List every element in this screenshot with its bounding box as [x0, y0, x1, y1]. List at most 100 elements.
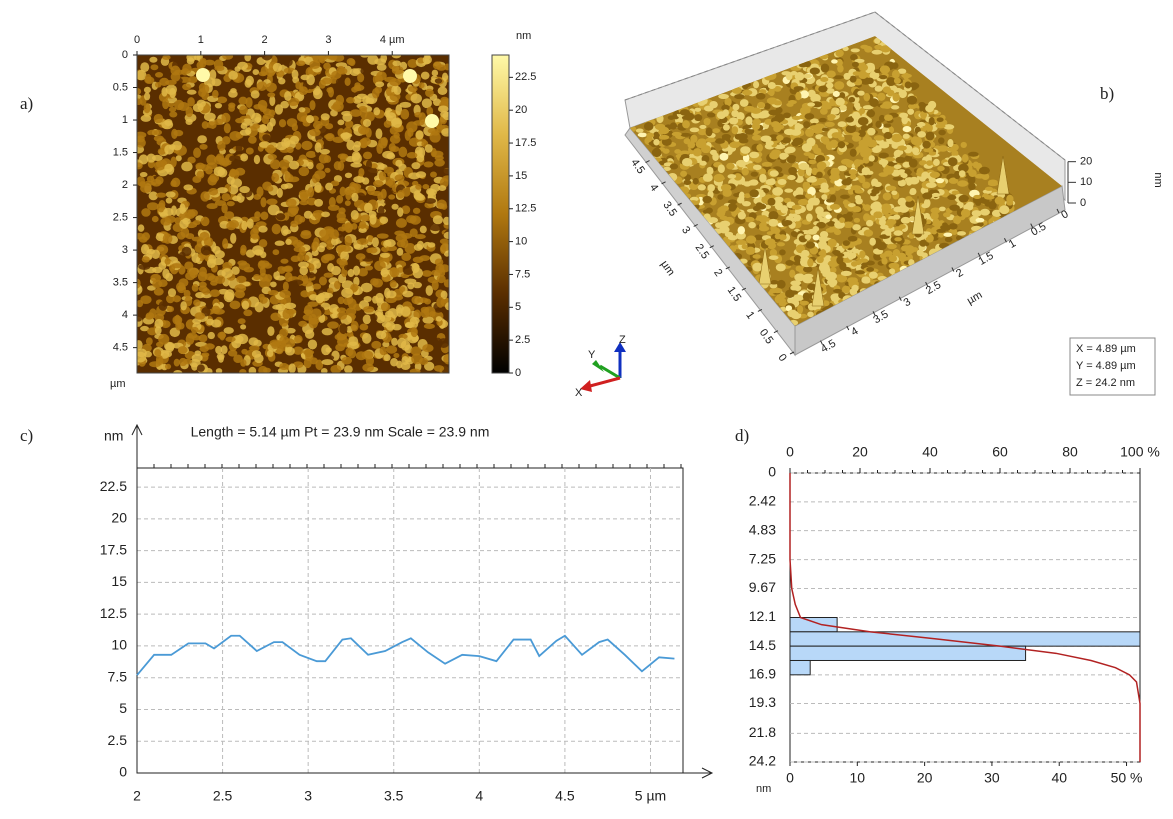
grain [400, 238, 408, 248]
grain [341, 288, 353, 298]
grain [156, 358, 164, 365]
x2-tick-label: 80 [1062, 444, 1078, 460]
grain [260, 197, 266, 207]
grain [770, 170, 779, 176]
grain [961, 209, 971, 218]
colorbar-tick-label: 7.5 [515, 268, 530, 280]
grain [315, 142, 322, 152]
grain [315, 294, 324, 303]
grain [817, 256, 824, 263]
grain [414, 112, 422, 118]
grain [693, 148, 702, 156]
grain [177, 232, 185, 240]
grain [300, 74, 309, 80]
info-line: X = 4.89 µm [1076, 343, 1136, 355]
grain [239, 105, 248, 114]
grain [729, 142, 740, 148]
grain [381, 189, 387, 199]
grain [284, 338, 295, 347]
grain [215, 103, 222, 109]
x-tick-label: 4.5 [555, 788, 575, 804]
grain [260, 124, 267, 131]
grain [840, 195, 850, 199]
grain [853, 71, 861, 75]
grain [162, 269, 169, 279]
grain [445, 302, 452, 310]
grain [391, 338, 398, 346]
grain [819, 118, 827, 122]
grain [327, 263, 334, 272]
grain [154, 114, 164, 123]
grain [921, 172, 928, 179]
grain [308, 339, 317, 349]
grain [394, 132, 400, 139]
grain [222, 53, 233, 59]
y-tick-label: 14.5 [749, 637, 776, 653]
grain [756, 93, 766, 100]
grain [418, 82, 424, 88]
grain [425, 198, 436, 204]
grain [842, 286, 851, 293]
grain [338, 153, 348, 159]
grain [706, 138, 716, 143]
grain [821, 194, 827, 200]
grain [438, 106, 449, 113]
y-tick-label: 0.5 [757, 327, 776, 346]
grain [772, 228, 780, 234]
x2-tick-label: 0 [786, 444, 794, 460]
grain [882, 101, 892, 109]
grain [175, 321, 181, 331]
grain [699, 161, 706, 166]
grain [822, 127, 829, 131]
grain [240, 324, 246, 329]
z-tick-label: 10 [1080, 176, 1092, 188]
grain [887, 244, 897, 249]
grain [653, 139, 659, 146]
grain [309, 100, 315, 110]
grain [726, 163, 734, 170]
grain [182, 84, 191, 91]
grain [154, 319, 163, 328]
grain [276, 213, 285, 220]
grain [359, 221, 366, 229]
grain [210, 289, 221, 297]
grain [979, 167, 990, 175]
grain [327, 321, 339, 328]
grain [201, 217, 210, 226]
grain [135, 316, 142, 321]
colorbar-tick-label: 15 [515, 170, 527, 182]
grain [296, 60, 305, 66]
grain [812, 128, 822, 134]
grain [397, 338, 406, 349]
grain [347, 58, 355, 65]
grain [725, 232, 733, 237]
grain [812, 226, 819, 232]
grain [306, 115, 314, 123]
grain [286, 199, 297, 207]
grain [869, 155, 875, 161]
x-axis-label: µm [110, 378, 126, 390]
grain [833, 91, 840, 97]
grain [150, 64, 158, 70]
grain [806, 213, 813, 221]
grain [217, 96, 228, 103]
grain [246, 249, 255, 257]
grain [214, 156, 223, 165]
grain [320, 149, 330, 154]
grain [734, 94, 744, 99]
grain [883, 192, 892, 200]
grain [780, 205, 788, 213]
grain [810, 68, 820, 75]
grain [924, 213, 930, 218]
grain [411, 162, 420, 169]
z-axis-label: nm [1152, 172, 1164, 187]
grain [869, 272, 878, 279]
grain [776, 135, 783, 141]
grain [258, 100, 268, 111]
grain [345, 200, 351, 206]
grain [804, 152, 812, 156]
grain [652, 148, 662, 157]
grain [189, 269, 198, 278]
grain [907, 108, 914, 114]
grain [392, 118, 403, 128]
